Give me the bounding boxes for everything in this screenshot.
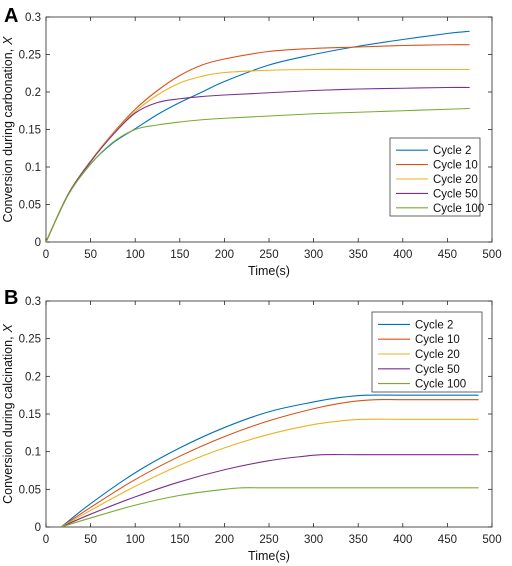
y-tick-label: 0.15 bbox=[19, 125, 41, 137]
series-line-cycle-50 bbox=[46, 86, 470, 242]
y-tick-label: 0.3 bbox=[25, 296, 41, 308]
x-tick-label: 100 bbox=[126, 534, 145, 546]
legend-entry-label: Cycle 100 bbox=[433, 203, 484, 215]
x-tick-label: 200 bbox=[215, 534, 234, 546]
x-tick-label: 450 bbox=[438, 534, 457, 546]
x-tick-label: 300 bbox=[304, 249, 323, 261]
y-tick-label: 0.2 bbox=[25, 371, 41, 383]
x-tick-label: 0 bbox=[43, 534, 49, 546]
series-line-cycle-100 bbox=[60, 487, 479, 527]
y-tick-label: 0.15 bbox=[19, 409, 41, 421]
panel-label: B bbox=[4, 287, 18, 309]
x-tick-label: 0 bbox=[43, 249, 49, 261]
series-line-cycle-50 bbox=[60, 454, 479, 527]
y-tick-label: 0.25 bbox=[19, 334, 41, 346]
chart-panel-b: B 0 50 100 150 200 250 300 350 400 450 500 0 0.05 0.1 0… bbox=[1, 287, 502, 563]
x-tick-label: 100 bbox=[126, 249, 145, 261]
series-line-cycle-100 bbox=[46, 107, 470, 242]
x-tick-label: 50 bbox=[84, 249, 97, 261]
x-axis-title: Time(s) bbox=[248, 549, 290, 563]
y-tick-label: 0 bbox=[35, 522, 41, 534]
legend-entry-label: Cycle 100 bbox=[415, 379, 466, 391]
x-tick-label: 350 bbox=[349, 249, 368, 261]
series-line-cycle-20 bbox=[60, 418, 479, 527]
legend-entry-label: Cycle 2 bbox=[415, 319, 453, 331]
x-tick-label: 300 bbox=[304, 534, 323, 546]
legend-entry-label: Cycle 10 bbox=[433, 160, 478, 172]
x-tick-label: 150 bbox=[170, 534, 189, 546]
y-axis-title-text: Conversion during carbonation, bbox=[1, 49, 15, 223]
x-axis-title: Time(s) bbox=[248, 264, 290, 278]
legend-box bbox=[371, 311, 483, 393]
x-tick-label: 500 bbox=[482, 249, 501, 261]
legend-box bbox=[389, 137, 481, 217]
y-axis-title-text: Conversion during calcination, bbox=[1, 336, 15, 503]
legend: Cycle 2 Cycle 10 Cycle 20 Cycle 50 Cycle 100 bbox=[389, 137, 484, 217]
series-line-cycle-10 bbox=[60, 398, 479, 527]
y-tick-label: 0.1 bbox=[25, 447, 41, 459]
y-tick-label: 0.25 bbox=[19, 50, 41, 62]
y-tick-label: 0.2 bbox=[25, 87, 41, 99]
x-tick-label: 150 bbox=[170, 249, 189, 261]
x-tick-label: 450 bbox=[438, 249, 457, 261]
x-tick-label: 350 bbox=[349, 534, 368, 546]
legend-entry-label: Cycle 2 bbox=[433, 145, 471, 157]
legend-entry-label: Cycle 50 bbox=[433, 188, 478, 200]
x-tick-label: 250 bbox=[259, 534, 278, 546]
y-axis-title-variable: X bbox=[1, 36, 15, 46]
x-tick-label: 50 bbox=[84, 534, 97, 546]
y-tick-label: 0.3 bbox=[25, 12, 41, 24]
y-tick-label: 0 bbox=[35, 237, 41, 249]
x-tick-label: 400 bbox=[393, 249, 412, 261]
x-tick-label: 400 bbox=[393, 534, 412, 546]
y-axis-title: Conversion during calcination, X bbox=[1, 323, 15, 503]
legend: Cycle 2 Cycle 10 Cycle 20 Cycle 50 Cycle 100 bbox=[371, 311, 483, 393]
x-tick-label: 250 bbox=[259, 249, 278, 261]
y-tick-label: 0.1 bbox=[25, 162, 41, 174]
legend-entry-label: Cycle 20 bbox=[433, 174, 478, 186]
legend-entry-label: Cycle 20 bbox=[415, 349, 460, 361]
panel-label: A bbox=[4, 5, 18, 27]
legend-entry-label: Cycle 50 bbox=[415, 364, 460, 376]
x-tick-label: 200 bbox=[215, 249, 234, 261]
chart-panel-a: A 0 50 100 150 200 250 300 350 400 450 500 0 0.05 0.1 0… bbox=[1, 5, 502, 278]
y-tick-label: 0.05 bbox=[19, 200, 41, 212]
x-tick-label: 500 bbox=[482, 534, 501, 546]
y-axis-title: Conversion during carbonation, X bbox=[1, 36, 15, 223]
legend-entry-label: Cycle 10 bbox=[415, 334, 460, 346]
y-axis-title-variable: X bbox=[1, 323, 15, 333]
y-tick-label: 0.05 bbox=[19, 484, 41, 496]
series-line-cycle-2 bbox=[60, 394, 479, 527]
